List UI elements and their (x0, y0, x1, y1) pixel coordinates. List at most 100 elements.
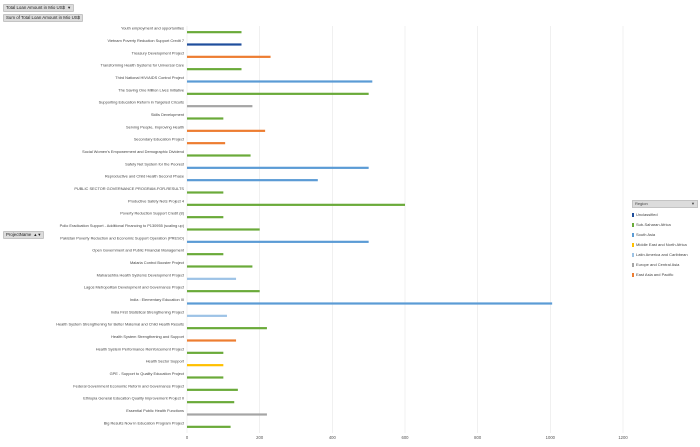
category-label: PUBLIC SECTOR GOVERNANCE PROGRAM-FOR-RES… (74, 186, 184, 191)
legend-swatch (632, 243, 634, 247)
bar[interactable] (187, 142, 226, 145)
legend: Region ▼ Unclassified Sub-Saharan Africa S… (632, 200, 698, 280)
legend-swatch (632, 253, 634, 257)
bar[interactable] (187, 203, 405, 206)
bar[interactable] (187, 228, 260, 231)
bar[interactable] (187, 364, 224, 367)
category-label: India First Statistical Strengthening Pr… (111, 309, 185, 314)
legend-item[interactable]: South Asia (632, 230, 698, 240)
legend-swatch (632, 223, 634, 227)
bar[interactable] (187, 216, 224, 219)
sort-filter-icon[interactable]: ▲▼ (33, 232, 42, 237)
category-label: Health System Performance Reinforcement … (96, 346, 185, 351)
bar[interactable] (187, 129, 266, 132)
legend-header[interactable]: Region ▼ (632, 200, 698, 208)
category-label: Poverty Reduction Support Credit (8) (120, 211, 184, 216)
category-label: Health Sector Support (146, 359, 185, 364)
bar[interactable] (187, 92, 369, 95)
category-label: Serving People, Improving Health (126, 124, 184, 129)
bar[interactable] (187, 265, 253, 268)
bar[interactable] (187, 425, 231, 428)
category-label: Vietnam Poverty Reduction Support Credit… (108, 38, 185, 43)
bar[interactable] (187, 277, 237, 280)
bar[interactable] (187, 388, 238, 391)
category-label: Productive Safety Nets Project 4 (128, 198, 185, 203)
legend-label: Sub-Saharan Africa (636, 222, 671, 227)
legend-title: Region (635, 201, 648, 206)
category-label: Health System Strengthening for Better M… (56, 322, 184, 327)
bar[interactable] (187, 105, 253, 108)
bar[interactable] (187, 154, 251, 157)
bar[interactable] (187, 376, 224, 379)
legend-item[interactable]: Sub-Saharan Africa (632, 220, 698, 230)
legend-label: East Asia and Pacific (636, 272, 674, 277)
category-label: India : Elementary Education III (130, 297, 184, 302)
filter-button-label: Total Loan Amount in Mio US$ (6, 5, 66, 10)
bars (187, 31, 553, 428)
category-label: Social Women's Empowerment and Demograph… (82, 149, 184, 154)
legend-item[interactable]: Europe and Central Asia (632, 260, 698, 270)
category-label: Malaria Control Booster Project (130, 260, 185, 265)
legend-swatch (632, 233, 634, 237)
category-label: Open Government and Public Financial Man… (92, 248, 185, 253)
bar[interactable] (187, 290, 260, 293)
category-label: Secondary Education Project (134, 137, 185, 142)
category-label: GPE - Support to Quality Education Proje… (110, 371, 185, 376)
category-label: The Saving One Million Lives Initiative (118, 87, 184, 92)
bar[interactable] (187, 191, 224, 194)
x-tick-label: 800 (474, 435, 482, 440)
bar[interactable] (187, 327, 267, 330)
category-label: Pakistan Poverty Reduction and Economic … (60, 235, 184, 240)
legend-item[interactable]: East Asia and Pacific (632, 270, 698, 280)
bar[interactable] (187, 55, 271, 58)
legend-swatch (632, 263, 634, 267)
category-label: Transforming Health Systems for Universa… (100, 63, 184, 68)
x-tick-label: 1200 (618, 435, 628, 440)
category-label: Reproductive and Child Health Second Pha… (105, 174, 184, 179)
bar[interactable] (187, 240, 369, 243)
chevron-down-icon[interactable]: ▼ (67, 5, 72, 10)
legend-item[interactable]: Latin America and Caribbean (632, 250, 698, 260)
x-axis-ticks: 0 200 400 600 800 1000 1200 (186, 435, 628, 440)
x-tick-label: 0 (186, 435, 189, 440)
bar[interactable] (187, 401, 235, 404)
category-label: Supporting Education Reform in Targeted … (99, 100, 184, 105)
x-tick-label: 200 (256, 435, 264, 440)
category-label: Health System Strengthening and Support (111, 334, 185, 339)
category-label: Ethiopia General Education Quality Impro… (83, 396, 184, 401)
bar[interactable] (187, 31, 242, 34)
axis-field-label: ProjectName (6, 232, 32, 237)
legend-label: Middle East and North Africa (636, 242, 687, 247)
x-tick-label: 400 (329, 435, 337, 440)
bar[interactable] (187, 314, 227, 317)
category-label: Lagos Metropolitan Development and Gover… (84, 285, 185, 290)
bar[interactable] (187, 302, 553, 305)
bar[interactable] (187, 413, 267, 416)
bar[interactable] (187, 80, 373, 83)
bar[interactable] (187, 351, 224, 354)
legend-item[interactable]: Unclassified (632, 210, 698, 220)
bar[interactable] (187, 117, 224, 120)
bar[interactable] (187, 179, 318, 182)
bar[interactable] (187, 43, 242, 46)
value-field-label: Sum of Total Loan Amount in Mio US$ (6, 15, 81, 20)
category-label: Safety Net System for the Poorest (125, 161, 185, 166)
category-label: Maharashtra Health Systems Development P… (97, 272, 185, 277)
x-tick-label: 600 (402, 435, 410, 440)
category-label: Youth employment and opportunities (121, 26, 184, 31)
filter-button[interactable]: Total Loan Amount in Mio US$ ▼ (3, 4, 75, 12)
legend-items: Unclassified Sub-Saharan Africa South Asia… (632, 210, 698, 280)
value-field-button[interactable]: Sum of Total Loan Amount in Mio US$ (3, 14, 84, 22)
category-label: Essential Public Health Functions (126, 408, 184, 413)
axis-field-button[interactable]: ProjectName ▲▼ (3, 231, 45, 239)
legend-label: South Asia (636, 232, 656, 237)
bar[interactable] (187, 339, 237, 342)
legend-swatch (632, 213, 634, 217)
chevron-down-icon[interactable]: ▼ (691, 201, 695, 206)
bar[interactable] (187, 68, 242, 71)
legend-item[interactable]: Middle East and North Africa (632, 240, 698, 250)
category-label: Skills Development (151, 112, 185, 117)
bar[interactable] (187, 166, 369, 169)
bar[interactable] (187, 253, 224, 256)
